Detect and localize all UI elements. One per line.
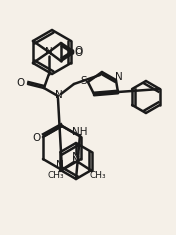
Text: O: O xyxy=(33,133,41,143)
Text: CH₃: CH₃ xyxy=(90,171,106,180)
Text: N: N xyxy=(72,156,80,166)
Text: S: S xyxy=(81,76,87,86)
Text: N: N xyxy=(56,160,64,170)
Text: N: N xyxy=(45,47,53,57)
Text: O: O xyxy=(75,46,83,56)
Text: NH: NH xyxy=(72,127,88,137)
Text: CH₃: CH₃ xyxy=(48,171,64,180)
Text: N: N xyxy=(55,90,63,100)
Text: O: O xyxy=(17,78,25,88)
Text: O: O xyxy=(75,48,83,58)
Text: N: N xyxy=(115,72,123,82)
Text: N: N xyxy=(72,152,80,162)
